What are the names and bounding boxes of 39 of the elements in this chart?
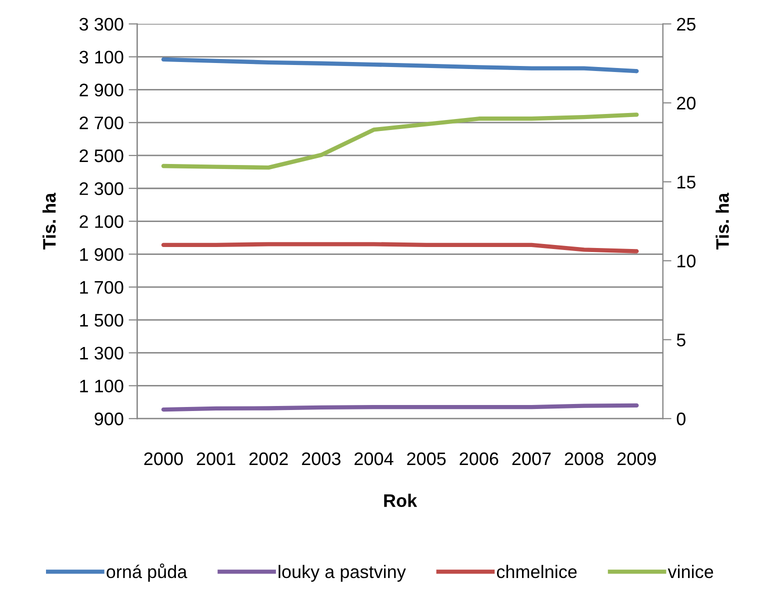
legend-label: chmelnice xyxy=(496,564,577,578)
legend-label: louky a pastviny xyxy=(278,564,406,582)
y-axis-title: Tis. ha xyxy=(42,192,56,250)
x-tick-label: 2002 xyxy=(249,452,288,466)
x-tick-label: 2005 xyxy=(407,452,446,466)
y2-axis-title: Tis. ha xyxy=(716,192,729,250)
y-tick-label: 2 700 xyxy=(80,116,124,130)
y-tick-label: 1 500 xyxy=(80,314,124,327)
y-tick-label: 1 100 xyxy=(80,380,124,392)
y-tick-label: 2 900 xyxy=(80,84,124,96)
x-tick-label: 2008 xyxy=(564,452,604,466)
x-tick-label: 2006 xyxy=(460,452,498,466)
y2-tick-label: 10 xyxy=(678,254,696,268)
legend-label: vinice xyxy=(668,564,714,578)
y-tick-label: 3 100 xyxy=(79,50,124,64)
y2-tick-label: 5 xyxy=(676,334,686,346)
y2-tick-label: 20 xyxy=(677,96,696,110)
x-tick-label: 2007 xyxy=(512,452,551,466)
x-tick-label: 2009 xyxy=(617,452,656,466)
x-tick-label: 2003 xyxy=(302,452,340,466)
y-tick-label: 2 100 xyxy=(80,215,124,228)
y-tick-label: 900 xyxy=(94,412,124,426)
y-tick-label: 1 900 xyxy=(80,248,124,261)
x-tick-label: 2004 xyxy=(354,452,394,466)
y2-tick-label: 15 xyxy=(678,176,696,189)
y2-tick-label: 25 xyxy=(677,18,696,31)
line-series xyxy=(161,112,639,170)
x-tick-label: 2001 xyxy=(196,452,236,466)
y-tick-label: 2 300 xyxy=(80,182,124,196)
y-tick-label: 2 500 xyxy=(80,149,124,162)
y-tick-label: 1 300 xyxy=(80,346,124,360)
y-tick-label: 3 300 xyxy=(79,18,124,31)
legend-label: orná půda xyxy=(106,563,188,582)
line-series xyxy=(161,242,639,254)
x-tick-label: 2000 xyxy=(144,452,183,466)
line-series xyxy=(161,57,639,74)
y2-tick-label: 0 xyxy=(676,412,686,426)
y-tick-label: 1 700 xyxy=(80,280,124,294)
x-axis-title: Rok xyxy=(384,494,418,508)
